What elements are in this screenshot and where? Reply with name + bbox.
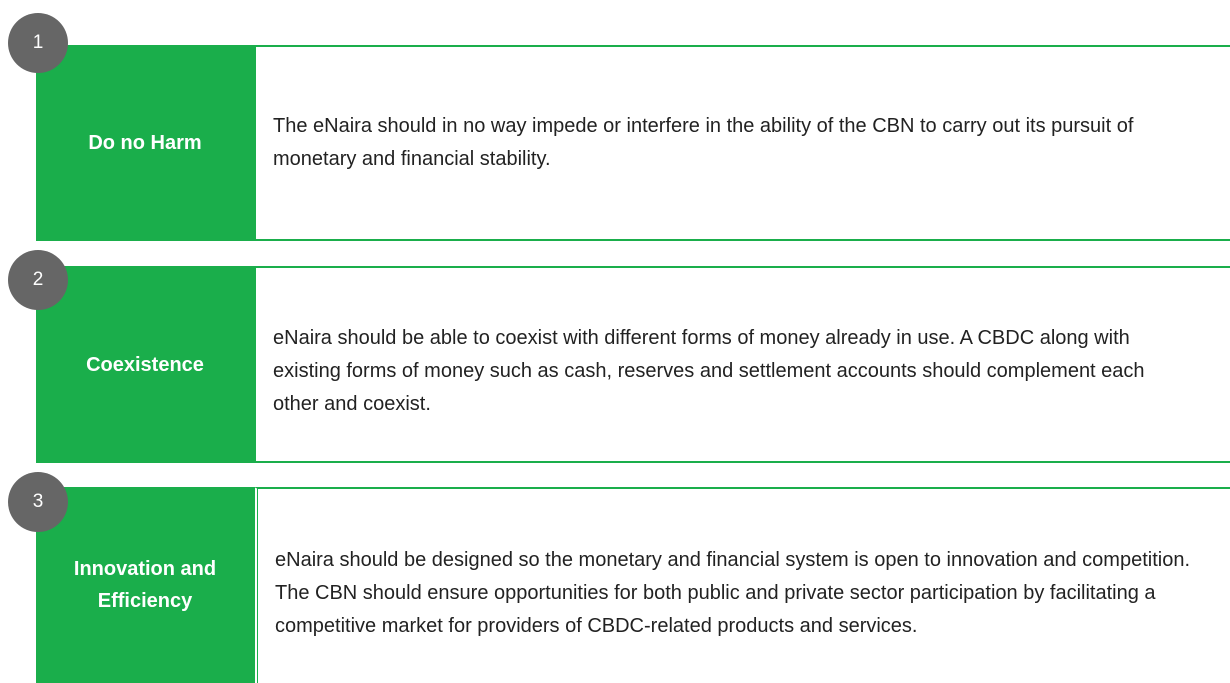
label: Coexistence	[36, 266, 254, 463]
description: The eNaira should in no way impede or in…	[254, 45, 1230, 241]
row: Do no Harm The eNaira should in no way i…	[36, 45, 1230, 241]
description: eNaira should be able to coexist with di…	[254, 266, 1230, 463]
row: Innovation and Efficiency eNaira should …	[36, 487, 1230, 683]
label: Do no Harm	[36, 45, 254, 241]
number-badge: 1	[8, 13, 68, 73]
number-badge: 2	[8, 250, 68, 310]
number-badge: 3	[8, 472, 68, 532]
label: Innovation and Efficiency	[36, 487, 254, 683]
row: Coexistence eNaira should be able to coe…	[36, 266, 1230, 463]
description: eNaira should be designed so the monetar…	[254, 487, 1230, 683]
